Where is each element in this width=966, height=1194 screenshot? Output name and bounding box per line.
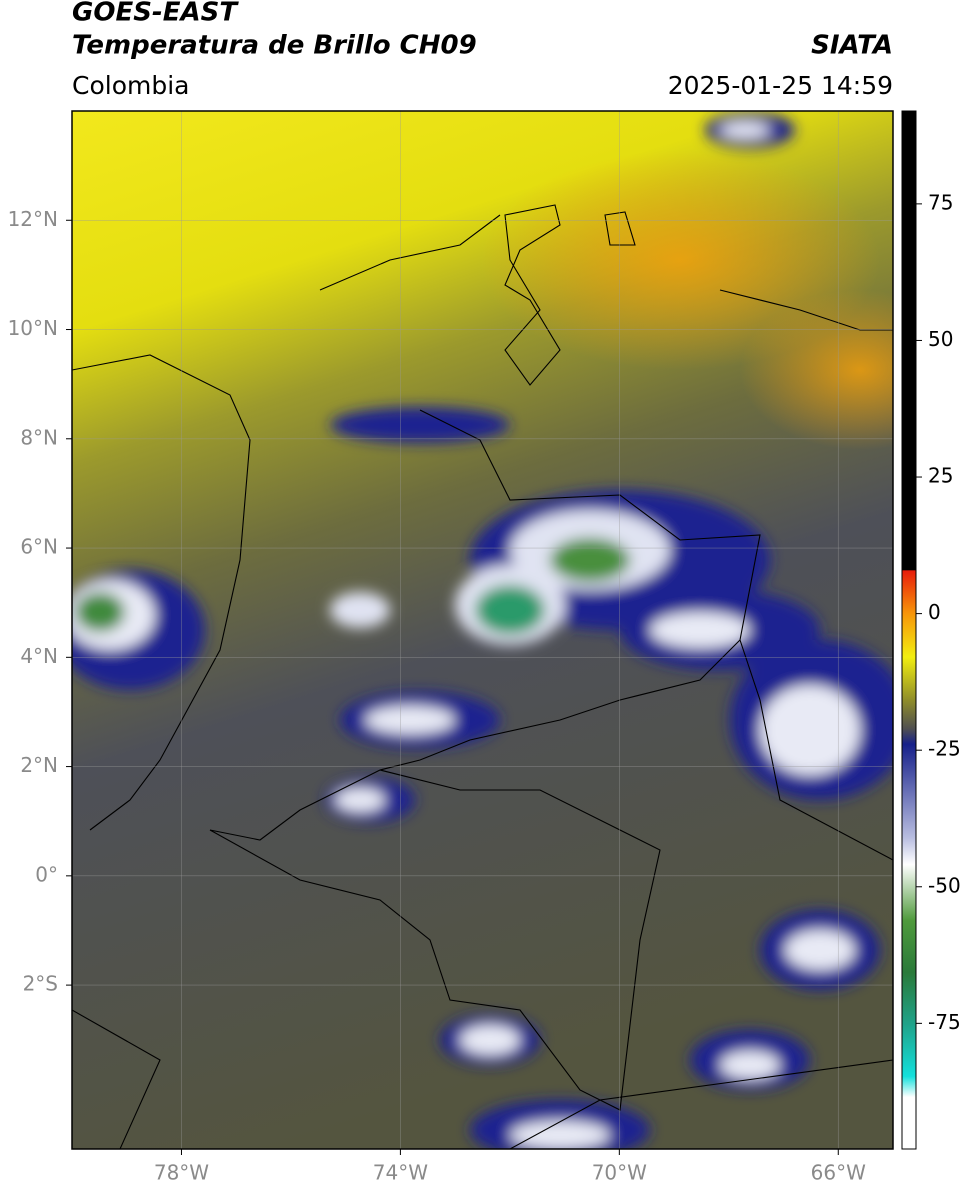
colorbar-tick-label: 50	[928, 327, 953, 351]
graticule	[72, 111, 893, 1149]
lon-tick-label: 66°W	[811, 1161, 866, 1185]
lat-tick-label: 12°N	[8, 207, 58, 231]
lat-tick-label: 10°N	[8, 316, 58, 340]
colorbar-tick-label: 75	[928, 190, 953, 214]
colorbar-tick-label: -75	[928, 1010, 961, 1034]
lon-tick-label: 70°W	[592, 1161, 647, 1185]
product-title: Temperatura de Brillo CH09	[72, 31, 477, 61]
satellite-image	[72, 111, 893, 1149]
lon-tick-label: 74°W	[373, 1161, 428, 1185]
region-label: Colombia	[72, 71, 189, 100]
lat-tick-label: 2°S	[23, 972, 58, 996]
lat-tick-label: 8°N	[20, 425, 58, 449]
colorbar	[901, 110, 917, 1150]
colorbar-tick-label: -50	[928, 873, 961, 897]
colorbar-tick-label: 0	[928, 600, 941, 624]
colorbar-tick-label: 25	[928, 464, 953, 488]
lat-tick-label: 4°N	[20, 644, 58, 668]
datetime-label: 2025-01-25 14:59	[668, 71, 893, 100]
lat-tick-label: 0°	[35, 862, 58, 886]
satellite-title: GOES-EAST	[72, 0, 239, 28]
source-label: SIATA	[811, 31, 893, 61]
country-borders	[72, 204, 893, 1149]
colorbar-tick-label: -25	[928, 737, 961, 761]
lon-tick-label: 78°W	[154, 1161, 209, 1185]
map-frame	[71, 110, 894, 1150]
lat-tick-label: 6°N	[20, 535, 58, 559]
lat-tick-label: 2°N	[20, 753, 58, 777]
